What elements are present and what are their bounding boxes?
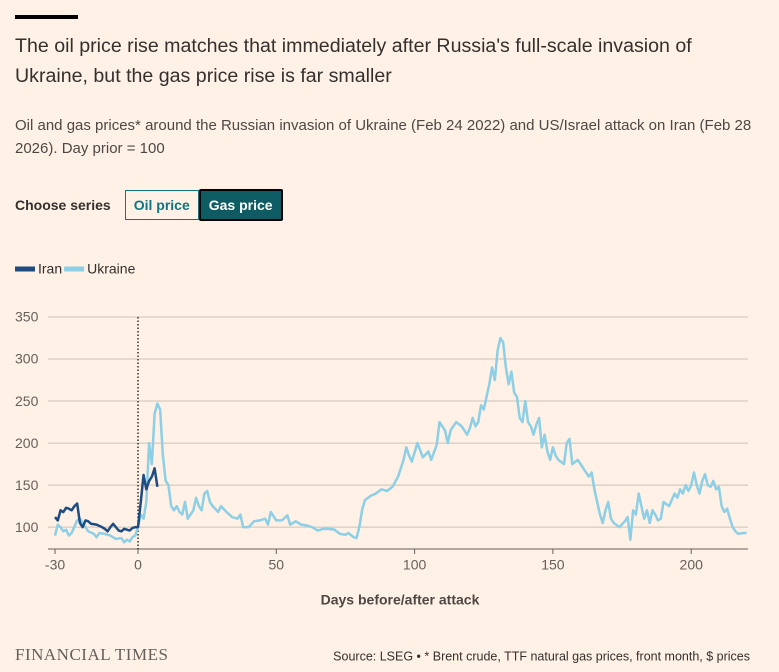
series-line [54, 467, 159, 533]
top-bar [15, 15, 78, 19]
controls-label: Choose series [15, 197, 111, 213]
y-tick-label: 100 [15, 519, 39, 535]
y-tick-label: 150 [15, 477, 39, 493]
x-tick-label: 50 [269, 557, 285, 573]
x-tick-label: 100 [403, 557, 427, 573]
series-line [53, 336, 747, 544]
y-tick-label: 350 [15, 309, 39, 325]
legend-label: Ukraine [87, 261, 135, 277]
legend-label: Iran [38, 261, 62, 277]
x-tick-label: 200 [680, 557, 704, 573]
legend-swatch [64, 266, 85, 272]
x-tick-label: 150 [541, 557, 565, 573]
chart-title: The oil price rise matches that immediat… [15, 35, 692, 87]
y-tick-label: 300 [15, 351, 39, 367]
x-tick-label: -30 [45, 557, 65, 573]
legend-swatch [15, 266, 35, 272]
series-controls: Choose series Oil price Gas price [15, 189, 283, 221]
series-button[interactable]: Gas price [198, 189, 283, 221]
chart-subtitle: Oil and gas prices* around the Russian i… [15, 117, 752, 157]
series-button[interactable]: Oil price [124, 190, 199, 220]
y-tick-label: 200 [15, 435, 39, 451]
brand: FINANCIAL TIMES [15, 645, 168, 664]
x-tick-label: 0 [134, 557, 142, 573]
x-axis-label: Days before/after attack [321, 592, 480, 608]
y-tick-label: 250 [15, 393, 39, 409]
source: Source: LSEG • * Brent crude, TTF natura… [333, 649, 750, 663]
